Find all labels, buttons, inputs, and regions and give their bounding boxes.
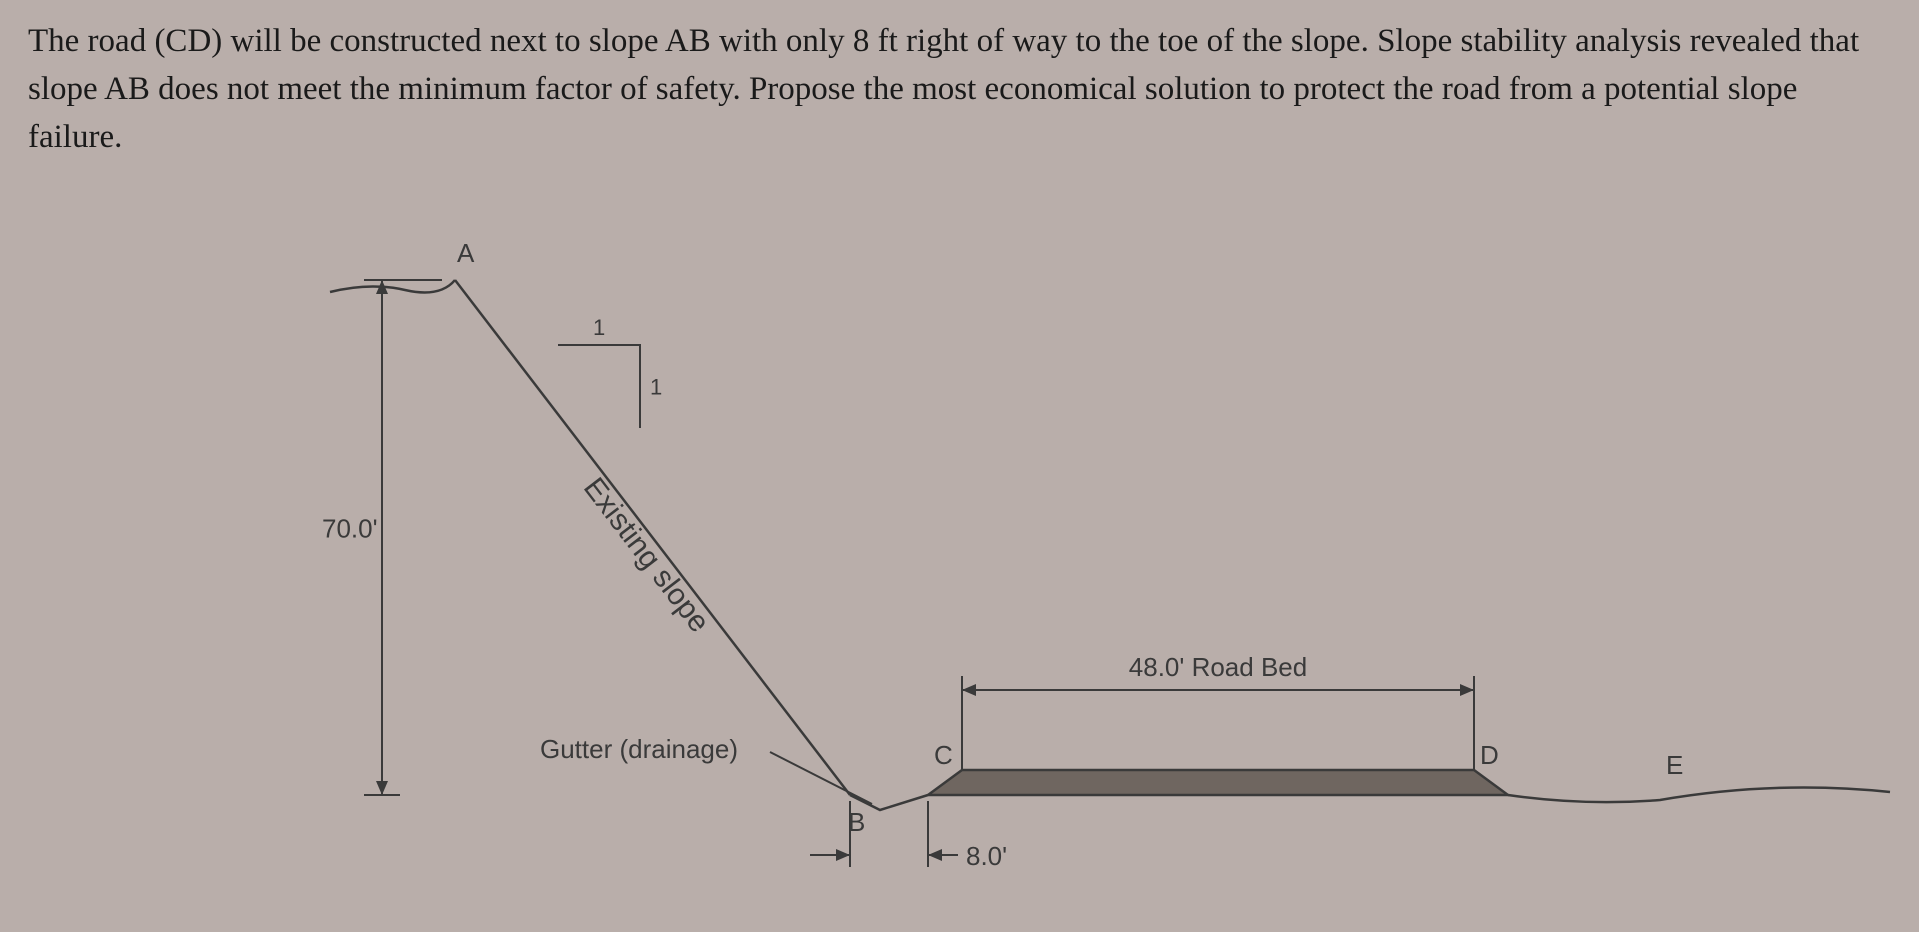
label-height: 70.0' bbox=[322, 514, 378, 544]
label-existing-slope: Existing slope bbox=[577, 472, 716, 639]
label-roadbed: 48.0' Road Bed bbox=[1129, 652, 1307, 682]
label-B: B bbox=[848, 807, 865, 837]
label-E: E bbox=[1666, 750, 1683, 780]
label-gap: 8.0' bbox=[966, 841, 1007, 871]
label-C: C bbox=[934, 740, 953, 770]
label-ratio-v: 1 bbox=[650, 375, 662, 400]
label-gutter: Gutter (drainage) bbox=[540, 734, 738, 764]
label-D: D bbox=[1480, 740, 1499, 770]
diagram-svg: A B C D E 70.0' Existing slope 1 1 Gutter (draina… bbox=[0, 0, 1919, 932]
label-ratio-h: 1 bbox=[593, 315, 605, 340]
label-A: A bbox=[457, 238, 475, 268]
